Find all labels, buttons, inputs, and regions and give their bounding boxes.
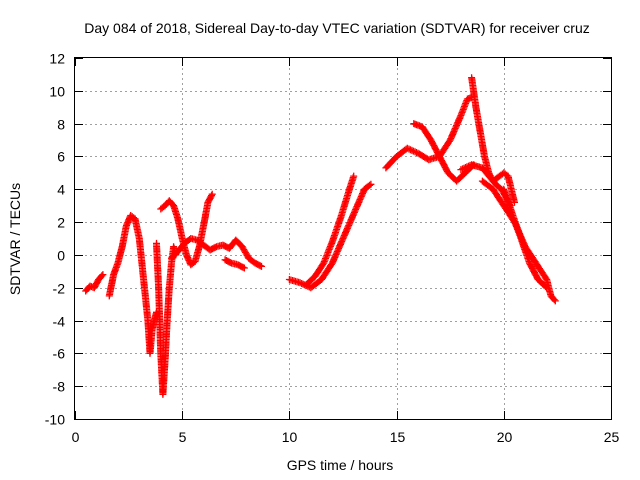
data-point <box>366 181 374 189</box>
y-tick-label: 10 <box>49 84 65 100</box>
series-trace-12 <box>457 161 518 206</box>
data-point <box>543 284 551 292</box>
data-point <box>350 172 358 180</box>
data-point <box>256 262 264 270</box>
series-trace-8 <box>303 172 358 288</box>
y-tick-label: 4 <box>57 182 65 198</box>
data-point <box>550 296 558 304</box>
y-tick-label: 12 <box>49 51 65 67</box>
data-point <box>460 164 468 172</box>
plot-frame <box>74 57 612 420</box>
y-tick-label: 6 <box>57 149 65 165</box>
ticks: -10 -8 -6 -4 -2 0 2 4 6 8 10 12 0 5 10 15 20 25 <box>45 51 620 446</box>
chart-title: Day 084 of 2018, Sidereal Day-to-day VTE… <box>84 20 590 36</box>
x-tick-label: 10 <box>282 429 298 445</box>
y-tick-label: 0 <box>57 248 65 264</box>
data-point <box>459 165 466 173</box>
series-trace-9 <box>382 93 476 172</box>
y-tick-label: -8 <box>53 379 66 395</box>
data-points <box>82 74 559 398</box>
data-point <box>326 242 334 250</box>
data-point <box>463 163 471 171</box>
x-tick-label: 0 <box>72 429 80 445</box>
data-point <box>511 198 518 206</box>
data-point <box>462 164 469 171</box>
series-trace-7 <box>285 180 375 292</box>
series-trace-4 <box>157 190 216 269</box>
data-point <box>403 144 411 152</box>
series-trace-1 <box>82 271 107 295</box>
x-tick-label: 15 <box>390 429 406 445</box>
y-tick-label: -2 <box>53 281 66 297</box>
data-point <box>457 166 465 174</box>
data-point <box>99 271 107 279</box>
data-point <box>298 280 306 287</box>
data-point <box>322 255 329 262</box>
data-point <box>367 180 375 188</box>
data-point <box>406 146 414 154</box>
x-tick-label: 25 <box>604 429 620 445</box>
data-point <box>551 297 559 305</box>
data-point <box>208 190 216 198</box>
series-trace-5 <box>168 235 265 270</box>
data-point <box>409 147 417 155</box>
series-trace-14 <box>500 185 551 292</box>
data-point <box>411 148 419 156</box>
x-tick-label: 5 <box>179 429 187 445</box>
data-point <box>408 146 416 154</box>
y-tick-label: 2 <box>57 215 65 231</box>
series-trace-2 <box>105 212 160 357</box>
data-point <box>258 262 265 270</box>
data-point <box>465 162 473 170</box>
data-point <box>405 145 413 153</box>
data-point <box>240 264 248 272</box>
x-axis-label: GPS time / hours <box>287 457 394 473</box>
y-tick-label: -6 <box>53 346 66 362</box>
data-point <box>542 283 549 291</box>
y-tick-label: -10 <box>45 412 65 428</box>
x-tick-label: 20 <box>497 429 513 445</box>
y-tick-label: 8 <box>57 117 65 133</box>
data-point <box>208 192 215 200</box>
data-point <box>296 279 304 287</box>
y-tick-label: -4 <box>53 314 66 330</box>
data-point <box>98 272 106 280</box>
series-trace-6 <box>221 256 248 272</box>
series-trace-3 <box>153 239 180 398</box>
grid <box>75 58 611 419</box>
y-axis-label: SDTVAR / TECUs <box>7 183 23 295</box>
